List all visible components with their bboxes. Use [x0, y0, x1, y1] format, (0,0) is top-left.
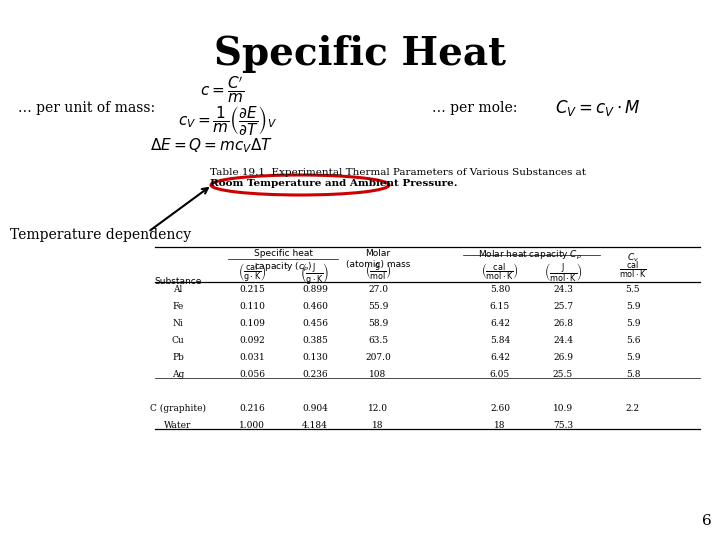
Text: Ag: Ag: [172, 370, 184, 379]
Text: 0.031: 0.031: [239, 353, 265, 362]
Text: 5.5: 5.5: [626, 285, 640, 294]
Text: $c_V = \dfrac{1}{m}\left(\dfrac{\partial E}{\partial T}\right)_V$: $c_V = \dfrac{1}{m}\left(\dfrac{\partial…: [179, 104, 278, 137]
Text: 5.8: 5.8: [626, 370, 640, 379]
Text: $\left(\dfrac{\mathrm{g}}{\mathrm{mol}}\right)$: $\left(\dfrac{\mathrm{g}}{\mathrm{mol}}\…: [364, 261, 392, 281]
Text: 0.456: 0.456: [302, 319, 328, 328]
Text: 0.109: 0.109: [239, 319, 265, 328]
Text: Substance: Substance: [154, 277, 202, 286]
Text: 0.904: 0.904: [302, 404, 328, 413]
Text: 5.6: 5.6: [626, 336, 640, 345]
Text: 26.8: 26.8: [553, 319, 573, 328]
Text: Molar
(atomic) mass: Molar (atomic) mass: [346, 249, 410, 269]
Text: Molar heat capacity $C_p$: Molar heat capacity $C_p$: [478, 249, 582, 262]
Text: 25.5: 25.5: [553, 370, 573, 379]
Text: 0.385: 0.385: [302, 336, 328, 345]
Text: Room Temperature and Ambient Pressure.: Room Temperature and Ambient Pressure.: [210, 179, 457, 188]
Text: Water: Water: [164, 421, 192, 430]
Text: 0.216: 0.216: [239, 404, 265, 413]
Text: 5.80: 5.80: [490, 285, 510, 294]
Text: 4.184: 4.184: [302, 421, 328, 430]
Text: C (graphite): C (graphite): [150, 404, 206, 413]
Text: 0.215: 0.215: [239, 285, 265, 294]
Text: 25.7: 25.7: [553, 302, 573, 311]
Text: 0.899: 0.899: [302, 285, 328, 294]
Text: Ni: Ni: [173, 319, 184, 328]
Text: 6.05: 6.05: [490, 370, 510, 379]
Text: Specific heat
capacity ($c_p$): Specific heat capacity ($c_p$): [253, 249, 312, 274]
Text: Pb: Pb: [172, 353, 184, 362]
Text: $\dfrac{\mathrm{cal}}{\mathrm{mol \cdot K}}$: $\dfrac{\mathrm{cal}}{\mathrm{mol \cdot …: [619, 259, 647, 280]
Text: Fe: Fe: [172, 302, 184, 311]
Text: 27.0: 27.0: [368, 285, 388, 294]
Text: 1.000: 1.000: [239, 421, 265, 430]
Text: 207.0: 207.0: [365, 353, 391, 362]
Text: 12.0: 12.0: [368, 404, 388, 413]
Text: 5.9: 5.9: [626, 319, 640, 328]
Text: 24.4: 24.4: [553, 336, 573, 345]
Text: $\left(\dfrac{\mathrm{cal}}{\mathrm{g \cdot K}}\right)$: $\left(\dfrac{\mathrm{cal}}{\mathrm{g \c…: [238, 261, 266, 284]
Text: … per mole:: … per mole:: [432, 101, 518, 115]
Text: 58.9: 58.9: [368, 319, 388, 328]
Text: 2.60: 2.60: [490, 404, 510, 413]
Text: 55.9: 55.9: [368, 302, 388, 311]
Text: Cu: Cu: [171, 336, 184, 345]
Text: 18: 18: [494, 421, 505, 430]
Text: 0.110: 0.110: [239, 302, 265, 311]
Text: 6.42: 6.42: [490, 319, 510, 328]
Text: 0.236: 0.236: [302, 370, 328, 379]
Text: 6.42: 6.42: [490, 353, 510, 362]
Text: $\left(\dfrac{\mathrm{cal}}{\mathrm{mol \cdot K}}\right)$: $\left(\dfrac{\mathrm{cal}}{\mathrm{mol …: [481, 261, 519, 281]
Text: 75.3: 75.3: [553, 421, 573, 430]
Text: 0.056: 0.056: [239, 370, 265, 379]
Text: 0.092: 0.092: [239, 336, 265, 345]
Text: 6.15: 6.15: [490, 302, 510, 311]
Text: 63.5: 63.5: [368, 336, 388, 345]
Text: Al: Al: [174, 285, 183, 294]
Text: 5.9: 5.9: [626, 302, 640, 311]
Text: 26.9: 26.9: [553, 353, 573, 362]
Text: $C_v$: $C_v$: [627, 251, 639, 264]
Text: Temperature dependency: Temperature dependency: [10, 228, 191, 242]
Text: 10.9: 10.9: [553, 404, 573, 413]
Text: 0.460: 0.460: [302, 302, 328, 311]
Text: 2.2: 2.2: [626, 404, 640, 413]
Text: 5.84: 5.84: [490, 336, 510, 345]
Text: 108: 108: [369, 370, 387, 379]
Text: 0.130: 0.130: [302, 353, 328, 362]
Text: $c = \dfrac{C'}{m}$: $c = \dfrac{C'}{m}$: [200, 75, 244, 105]
Text: Specific Heat: Specific Heat: [214, 35, 506, 73]
Text: 24.3: 24.3: [553, 285, 573, 294]
Text: 18: 18: [372, 421, 384, 430]
Text: $\left(\dfrac{\mathrm{J}}{\mathrm{g \cdot K}}\right)$: $\left(\dfrac{\mathrm{J}}{\mathrm{g \cdo…: [300, 261, 330, 286]
Text: 6: 6: [702, 514, 712, 528]
Text: 5.9: 5.9: [626, 353, 640, 362]
Text: $\left(\dfrac{\mathrm{J}}{\mathrm{mol \cdot K}}\right)$: $\left(\dfrac{\mathrm{J}}{\mathrm{mol \c…: [544, 261, 582, 284]
Text: $\Delta E = Q = mc_V \Delta T$: $\Delta E = Q = mc_V \Delta T$: [150, 137, 274, 156]
Text: … per unit of mass:: … per unit of mass:: [18, 101, 155, 115]
Text: $C_V = c_V \cdot M$: $C_V = c_V \cdot M$: [555, 98, 641, 118]
Text: Table 19.1  Experimental Thermal Parameters of Various Substances at: Table 19.1 Experimental Thermal Paramete…: [210, 168, 586, 177]
